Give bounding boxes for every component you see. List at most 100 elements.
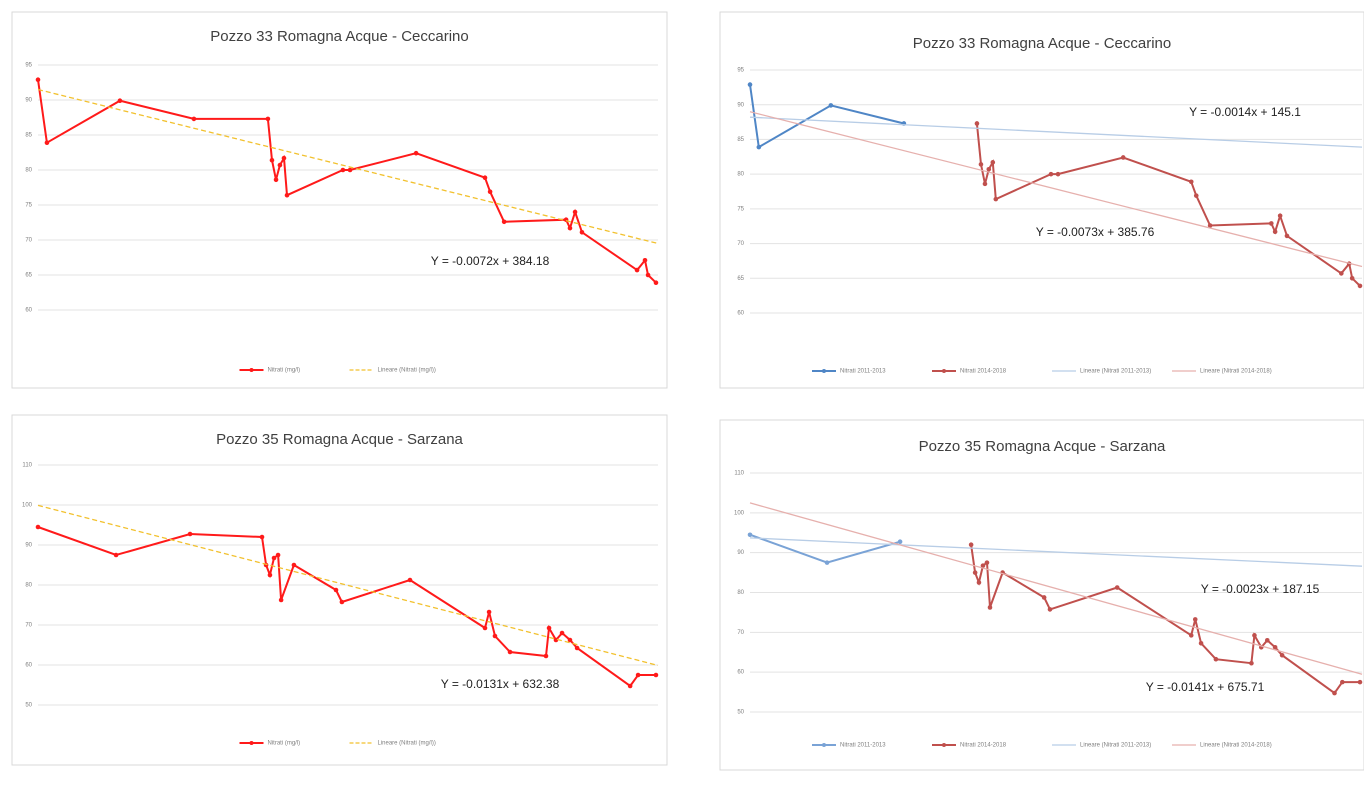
data-point — [1284, 233, 1290, 239]
data-point — [627, 683, 633, 689]
legend-marker — [249, 741, 254, 745]
chart-title: Pozzo 33 Romagna Acque - Ceccarino — [210, 28, 468, 45]
y-tick-label: 90 — [25, 98, 32, 104]
data-point — [1207, 223, 1213, 228]
data-point — [1188, 179, 1194, 185]
data-point — [1193, 193, 1199, 198]
data-point — [191, 116, 197, 122]
data-point — [1357, 283, 1363, 289]
y-tick-label: 100 — [22, 503, 33, 509]
y-tick-label: 90 — [737, 550, 744, 556]
legend-label: Nitrati 2011-2013 — [840, 369, 886, 375]
chart-title: Pozzo 35 Romagna Acque - Sarzana — [919, 438, 1166, 455]
data-point — [113, 552, 119, 558]
data-point — [993, 196, 999, 202]
y-tick-label: 70 — [737, 630, 744, 636]
data-point — [572, 209, 578, 215]
data-point — [413, 150, 419, 156]
data-point — [976, 580, 982, 585]
legend-label: Lineare (Nitrati (mg/l)) — [378, 368, 436, 374]
y-tick-label: 90 — [25, 543, 32, 549]
legend-label: Nitrati (mg/l) — [268, 368, 301, 374]
y-tick-label: 80 — [25, 168, 32, 174]
data-point — [347, 167, 353, 173]
trend-equation: Y = -0.0073x + 385.76 — [1036, 225, 1155, 239]
data-point — [653, 280, 659, 286]
data-point — [1269, 221, 1274, 226]
data-point — [1055, 171, 1061, 177]
data-point — [277, 162, 283, 168]
data-point — [486, 609, 492, 615]
data-point — [35, 524, 41, 530]
y-tick-label: 85 — [25, 133, 32, 139]
legend-marker — [942, 369, 946, 373]
y-tick-label: 95 — [25, 63, 32, 69]
data-point — [259, 534, 265, 540]
data-point — [265, 116, 271, 122]
data-point — [579, 230, 585, 235]
data-point — [990, 160, 996, 165]
data-point — [1252, 633, 1257, 638]
y-tick-label: 65 — [737, 276, 744, 282]
y-tick-label: 95 — [737, 68, 744, 74]
data-point — [980, 563, 986, 568]
data-point — [44, 140, 50, 145]
data-point — [968, 542, 974, 547]
data-line — [37, 79, 657, 284]
data-point — [987, 605, 993, 610]
trend-equation: Y = -0.0072x + 384.18 — [431, 254, 550, 268]
chart-title: Pozzo 33 Romagna Acque - Ceccarino — [913, 35, 1171, 52]
y-tick-label: 70 — [737, 241, 744, 247]
trend-equation: Y = -0.0141x + 675.71 — [1146, 680, 1265, 694]
data-point — [1198, 640, 1204, 646]
legend-label: Lineare (Nitrati 2011-2013) — [1080, 743, 1151, 749]
data-point — [333, 587, 339, 593]
y-tick-label: 60 — [737, 311, 744, 317]
y-tick-label: 100 — [734, 510, 745, 516]
data-point — [747, 532, 753, 538]
data-point — [492, 633, 498, 639]
data-point — [972, 570, 978, 575]
data-point — [634, 267, 640, 273]
y-tick-label: 80 — [25, 583, 32, 589]
data-point — [1249, 660, 1254, 666]
y-tick-label: 60 — [25, 308, 32, 314]
data-point — [1272, 644, 1278, 650]
y-tick-label: 60 — [737, 670, 744, 676]
legend-label: Lineare (Nitrati (mg/l)) — [378, 741, 436, 747]
data-point — [1213, 656, 1219, 662]
legend-label: Lineare (Nitrati 2014-2018) — [1200, 743, 1272, 749]
y-tick-label: 90 — [737, 102, 744, 108]
data-point — [482, 175, 488, 180]
legend-marker — [822, 743, 826, 747]
data-point — [974, 121, 980, 126]
legend-label: Nitrati (mg/l) — [268, 741, 301, 747]
legend-label: Nitrati 2011-2013 — [840, 743, 886, 749]
trend-line — [749, 537, 1363, 567]
data-point — [284, 192, 290, 198]
data-point — [278, 597, 284, 603]
trend-line — [749, 502, 1363, 675]
data-point — [1340, 679, 1345, 685]
data-point — [1272, 229, 1278, 235]
trend-equation: Y = -0.0023x + 187.15 — [1201, 582, 1320, 596]
data-point — [645, 272, 651, 278]
legend-label: Lineare (Nitrati 2014-2018) — [1200, 369, 1272, 375]
data-line — [749, 84, 905, 149]
trend-equation: Y = -0.0131x + 632.38 — [441, 677, 560, 691]
y-tick-label: 50 — [737, 710, 744, 716]
data-point — [747, 82, 753, 87]
chart-panel: Pozzo 33 Romagna Acque - Ceccarino 60 65 70… — [11, 11, 668, 389]
chart-panel: Pozzo 35 Romagna Acque - Sarzana 50 60 70 80… — [11, 414, 668, 766]
trend-line — [37, 504, 659, 667]
data-point — [269, 157, 275, 163]
data-point — [482, 625, 488, 631]
y-tick-label: 65 — [25, 273, 32, 279]
data-point — [487, 189, 493, 194]
data-point — [828, 103, 834, 108]
data-point — [1048, 171, 1054, 177]
trend-line — [37, 88, 659, 245]
data-point — [501, 219, 507, 225]
data-point — [653, 672, 659, 678]
